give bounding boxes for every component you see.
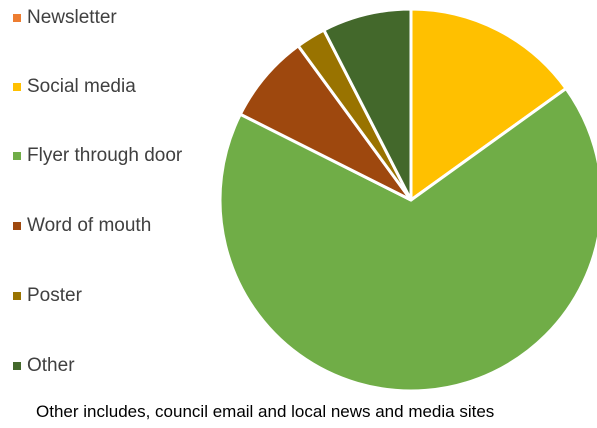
pie-slice-social-media	[409, 7, 568, 202]
legend-label-flyer-through-door: Flyer through door	[27, 145, 183, 166]
pie-slice-flyer-through-door	[218, 86, 597, 393]
legend-item-flyer-through-door: Flyer through door	[13, 144, 182, 168]
legend-swatch-other	[13, 362, 21, 370]
legend-item-word-of-mouth: Word of mouth	[13, 214, 151, 238]
legend-label-newsletter: Newsletter	[27, 7, 117, 28]
legend-label-social-media: Social media	[27, 76, 136, 97]
pie-slice-other	[322, 7, 413, 202]
legend-swatch-poster	[13, 292, 21, 300]
legend-label-word-of-mouth: Word of mouth	[27, 215, 152, 236]
legend-swatch-word-of-mouth	[13, 222, 21, 230]
legend-item-social-media: Social media	[13, 75, 136, 99]
legend-label-other: Other	[27, 355, 75, 376]
legend-swatch-flyer-through-door	[13, 152, 21, 160]
legend-swatch-newsletter	[13, 14, 21, 22]
chart-footnote: Other includes, council email and local …	[36, 402, 495, 421]
pie-slices	[218, 7, 597, 393]
legend-item-poster: Poster	[13, 284, 82, 308]
legend-label-poster: Poster	[27, 285, 82, 306]
legend-swatch-social-media	[13, 83, 21, 91]
legend-item-newsletter: Newsletter	[13, 6, 117, 30]
legend-item-other: Other	[13, 354, 75, 378]
